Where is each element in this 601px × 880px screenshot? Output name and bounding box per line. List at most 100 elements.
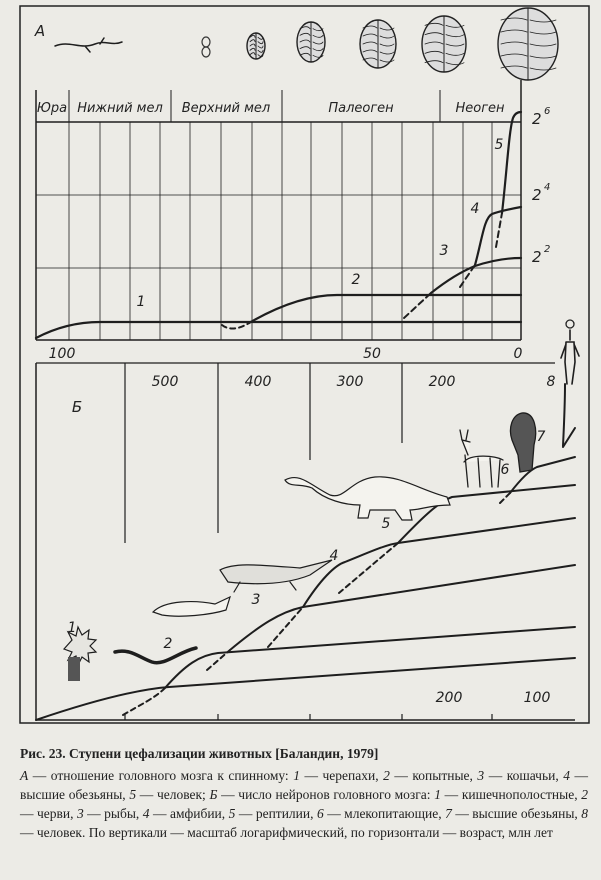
curve-label: 5 <box>382 516 391 532</box>
curve-6-mammals <box>509 456 576 494</box>
legend-number: 4 <box>142 806 150 821</box>
curve-label: 5 <box>495 137 504 153</box>
legend-number: 2 <box>581 787 589 802</box>
curve-2-dashed <box>122 687 166 716</box>
caption-b-label: Б <box>209 787 218 802</box>
top-tick-label: 200 <box>429 374 456 390</box>
curve-label: 2 <box>352 272 361 288</box>
curve-2-worms <box>164 626 576 689</box>
brain-convolution <box>249 47 264 53</box>
brain-drawing <box>201 46 211 58</box>
y-tick-exponent: 2 <box>544 244 550 255</box>
cephalization-figure: А Юра Нижний мел Верхний мел Палеоген Неоген 1… <box>19 5 590 724</box>
y-tick-base: 2 <box>532 186 542 204</box>
caption-legend-item: 8 — человек. <box>20 806 588 840</box>
brain-convolution <box>362 41 395 47</box>
curve-3-fish <box>229 564 576 651</box>
curve-4-amphibians <box>302 517 576 608</box>
x-tick-label: 100 <box>49 346 76 362</box>
curve-4-dashed <box>459 264 476 288</box>
legend-number: 1 <box>293 768 300 783</box>
brain-convolution <box>500 53 557 59</box>
caption-legend-item: 4 — амфибии, <box>143 806 229 821</box>
brain-convolution <box>249 34 264 40</box>
brain-convolution <box>424 22 465 28</box>
legend-number: 5 <box>129 787 137 802</box>
ape-icon <box>509 412 537 473</box>
caption-a-label: А <box>20 768 29 783</box>
caption-title: Рис. 23. Ступени цефализации животных [Б… <box>20 746 379 761</box>
outer-frame <box>19 5 590 724</box>
brain-convolution <box>299 46 324 52</box>
figure-caption: Рис. 23. Ступени цефализации животных [Б… <box>20 744 588 842</box>
curve-7-apes <box>562 427 576 448</box>
y-tick-exponent: 4 <box>544 182 550 193</box>
brain-drawing <box>201 36 211 48</box>
curve-4-dashed <box>267 606 304 648</box>
legend-number: 3 <box>76 806 84 821</box>
legend-text: — черепахи, <box>299 768 384 783</box>
brain-convolution <box>249 39 264 45</box>
period-label: Нижний мел <box>77 101 163 116</box>
panel-b-label: Б <box>72 398 82 416</box>
legend-text: — млекопитающие, <box>323 806 446 821</box>
brain-convolution <box>424 50 465 56</box>
mammal-icon <box>459 429 504 488</box>
bottom-tick-label: 100 <box>524 690 551 706</box>
period-label: Верхний мел <box>182 101 271 116</box>
legend-number: 7 <box>445 806 452 821</box>
curve-label: 4 <box>330 548 339 564</box>
brain-convolution <box>362 25 395 31</box>
brain-convolution <box>299 52 324 58</box>
legend-text: — высшие обезьяны, <box>20 768 589 802</box>
brain-convolution <box>424 41 465 47</box>
legend-number: 8 <box>581 806 589 821</box>
period-label: Палеоген <box>328 101 394 116</box>
curve-label: 6 <box>501 462 510 478</box>
brain-convolution <box>500 17 557 23</box>
curve-3-dashed <box>206 649 231 671</box>
brain-convolution <box>299 26 324 32</box>
curve-label: 1 <box>68 620 77 636</box>
caption-legend-item: 1 — черепахи, <box>293 768 383 783</box>
y-tick-exponent: 6 <box>544 106 550 117</box>
brain-convolution <box>299 32 324 38</box>
legend-text: — человек; <box>136 787 210 802</box>
y-tick-base: 2 <box>532 110 542 128</box>
curve-label: 4 <box>471 201 480 217</box>
y-tick-base: 2 <box>532 248 542 266</box>
curve-label: 3 <box>440 243 449 259</box>
period-label: Юра <box>37 101 67 116</box>
curve-label: 8 <box>547 374 556 390</box>
caption-legend-item: 7 — высшие обезьяны, <box>445 806 581 821</box>
legend-number: 2 <box>383 768 390 783</box>
legend-text: — черви, <box>20 806 77 821</box>
legend-text: — человек. <box>20 825 89 840</box>
brain-convolution <box>500 65 557 71</box>
x-tick-label: 50 <box>363 346 381 362</box>
legend-text: — рептилии, <box>235 806 317 821</box>
brain-convolution <box>362 57 395 63</box>
caption-legend-item: 3 — кошачьи, <box>477 768 563 783</box>
legend-text: — рыбы, <box>83 806 143 821</box>
reptile-icon <box>284 476 451 521</box>
curve-label: 1 <box>137 294 146 310</box>
bottom-tick-label: 200 <box>436 690 463 706</box>
curve-5-dashed <box>495 212 503 248</box>
brain-convolution <box>249 43 264 49</box>
legend-text: — амфибии, <box>149 806 229 821</box>
brain-convolution <box>500 41 557 47</box>
human-icon <box>560 329 580 385</box>
caption-legend-item: 6 — млекопитающие, <box>317 806 445 821</box>
legend-text: — копытные, <box>389 768 478 783</box>
brain-convolution <box>500 29 557 35</box>
curve-5-reptiles <box>397 484 576 544</box>
legend-number: 4 <box>563 768 570 783</box>
caption-legend-item: 1 — кишечнополостные, <box>434 787 581 802</box>
top-tick-label: 300 <box>337 374 364 390</box>
worm-icon <box>113 646 198 665</box>
brain-convolution <box>362 33 395 39</box>
curve-6-dashed <box>499 492 511 504</box>
curve-1-turtles <box>34 320 523 340</box>
